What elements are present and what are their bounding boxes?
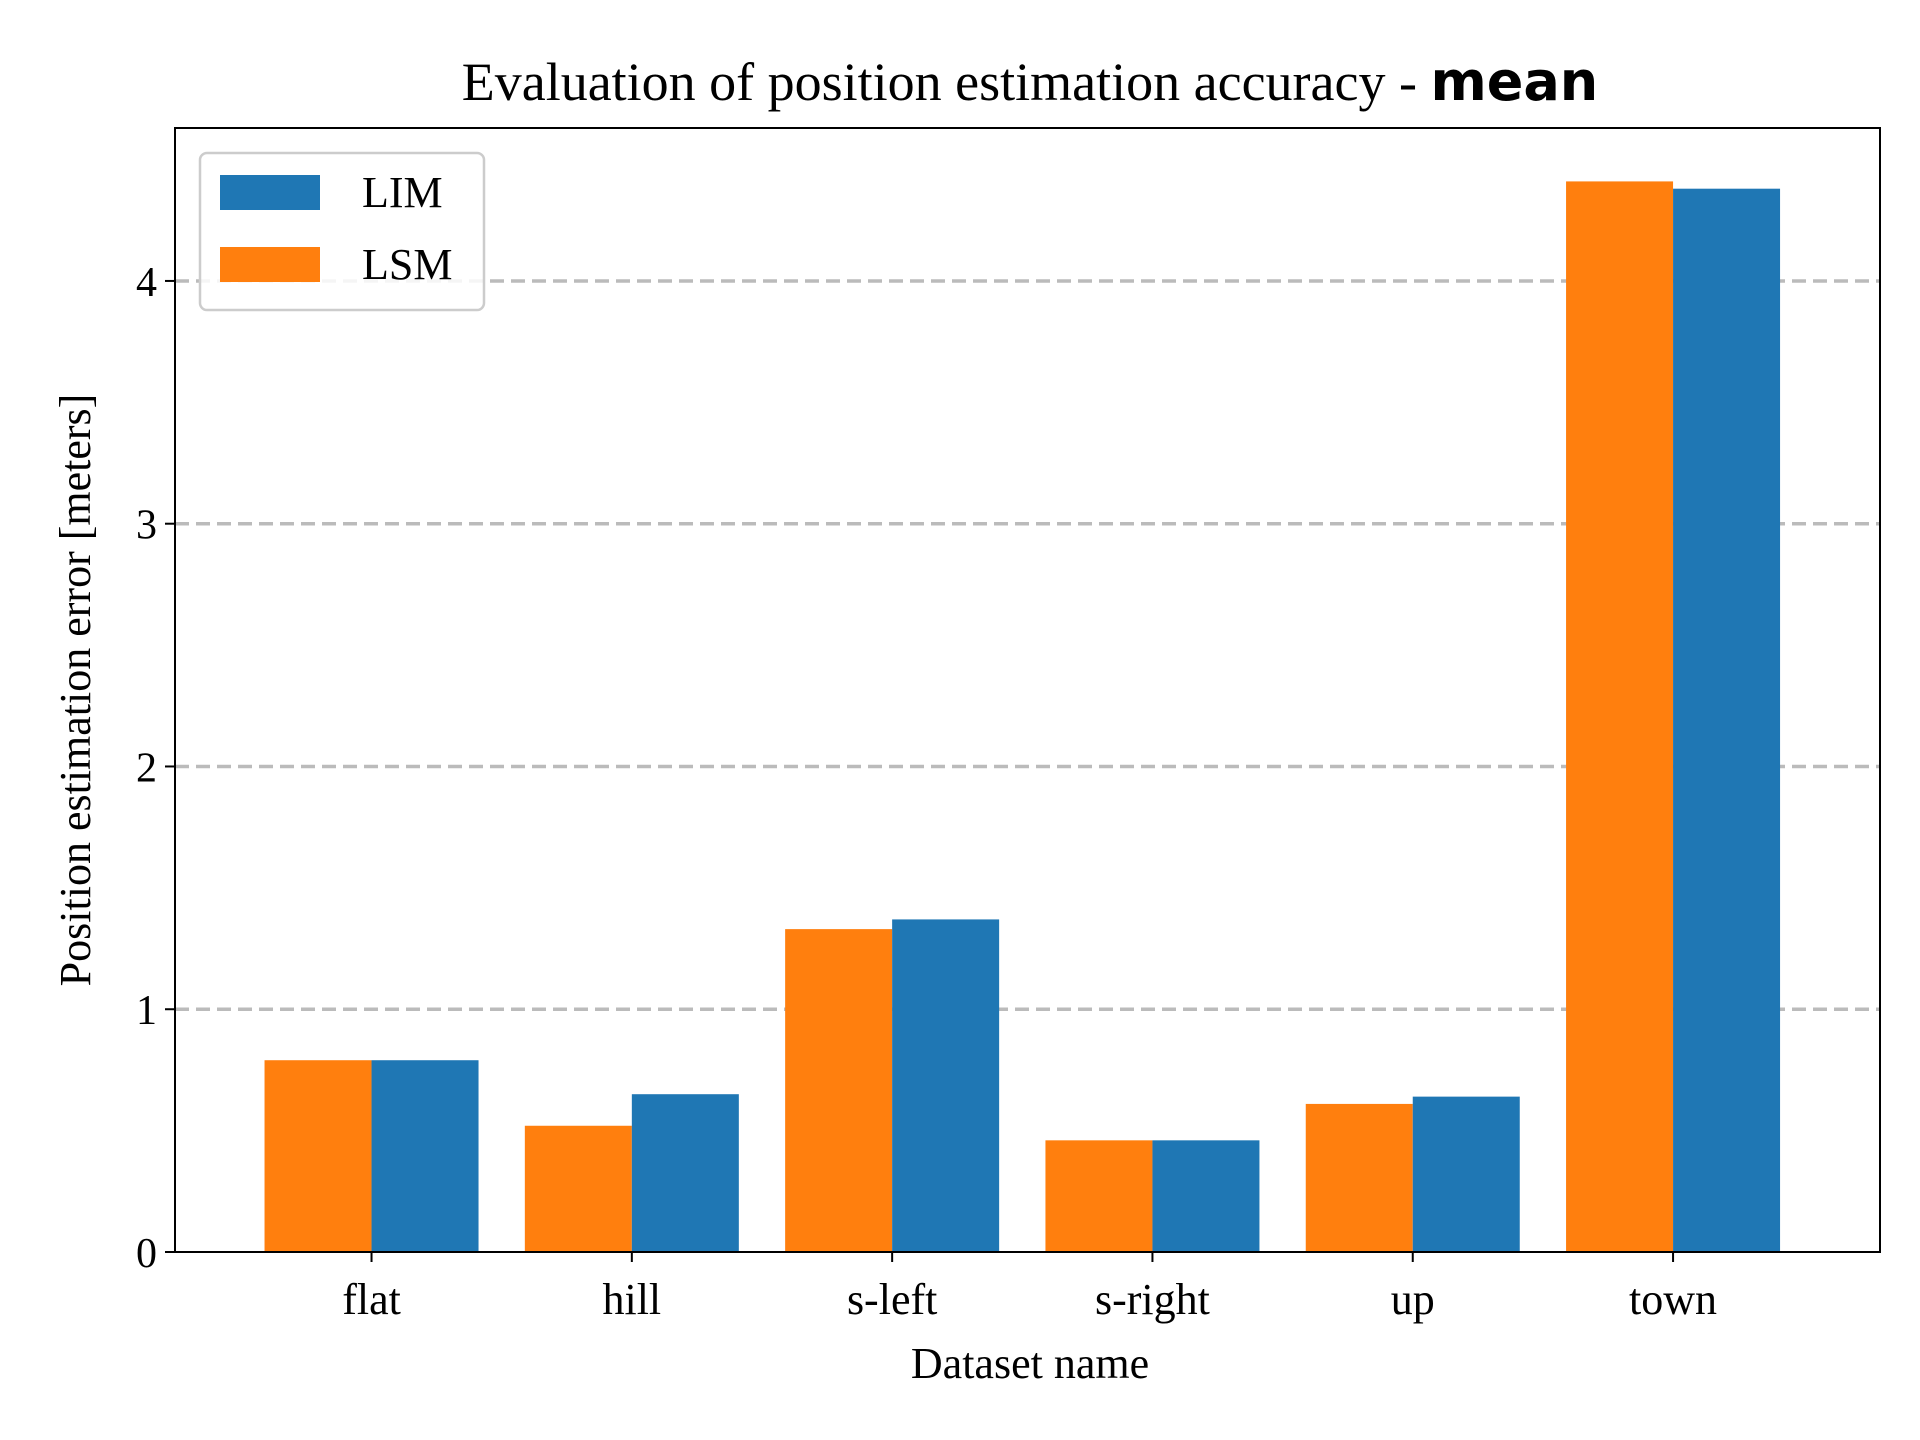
bar-lim-hill	[631, 1094, 739, 1252]
legend-label-lsm: LSM	[362, 240, 452, 289]
x-axis-label: Dataset name	[911, 1339, 1149, 1388]
x-tick-label-s-left: s-left	[847, 1275, 937, 1324]
y-axis-label: Position estimation error [meters]	[51, 394, 100, 987]
bar-lim-town	[1673, 188, 1781, 1252]
x-axis: flat hill s-left s-right up town	[342, 1252, 1717, 1324]
plot-frame	[174, 127, 1881, 1253]
bar-lim-s-left	[892, 919, 1000, 1252]
bar-lsm-town	[1566, 181, 1674, 1252]
bar-lsm-hill	[524, 1125, 632, 1252]
bar-lim-s-right	[1152, 1140, 1260, 1252]
x-tick-label-hill: hill	[602, 1275, 661, 1324]
bar-lsm-s-left	[785, 929, 893, 1252]
bar-lim-flat	[371, 1060, 479, 1252]
legend-swatch-lim	[220, 175, 320, 210]
y-axis: 0 1 2 3 4	[136, 260, 175, 1277]
chart-title-main: Evaluation of position estimation accura…	[462, 52, 1431, 112]
bar-lsm-up	[1305, 1103, 1413, 1252]
x-tick-label-s-right: s-right	[1095, 1275, 1210, 1324]
y-tick-label-0: 0	[136, 1231, 157, 1277]
y-tick-label-2: 2	[136, 745, 157, 791]
y-tick-label-4: 4	[136, 260, 157, 306]
bar-lsm-flat	[264, 1060, 372, 1252]
bar-lsm-s-right	[1045, 1140, 1153, 1252]
x-tick-label-flat: flat	[342, 1275, 401, 1324]
legend: LIM LSM	[198, 151, 486, 312]
x-tick-label-up: up	[1391, 1275, 1435, 1324]
bar-lim-up	[1412, 1096, 1520, 1252]
y-tick-label-1: 1	[136, 988, 157, 1034]
chart-title: Evaluation of position estimation accura…	[462, 50, 1599, 113]
legend-label-lim: LIM	[362, 168, 443, 217]
y-tick-label-3: 3	[136, 503, 157, 549]
x-tick-label-town: town	[1629, 1275, 1717, 1324]
legend-swatch-lsm	[220, 247, 320, 282]
chart-title-emphasis: mean	[1430, 50, 1598, 113]
bars	[264, 181, 1781, 1252]
